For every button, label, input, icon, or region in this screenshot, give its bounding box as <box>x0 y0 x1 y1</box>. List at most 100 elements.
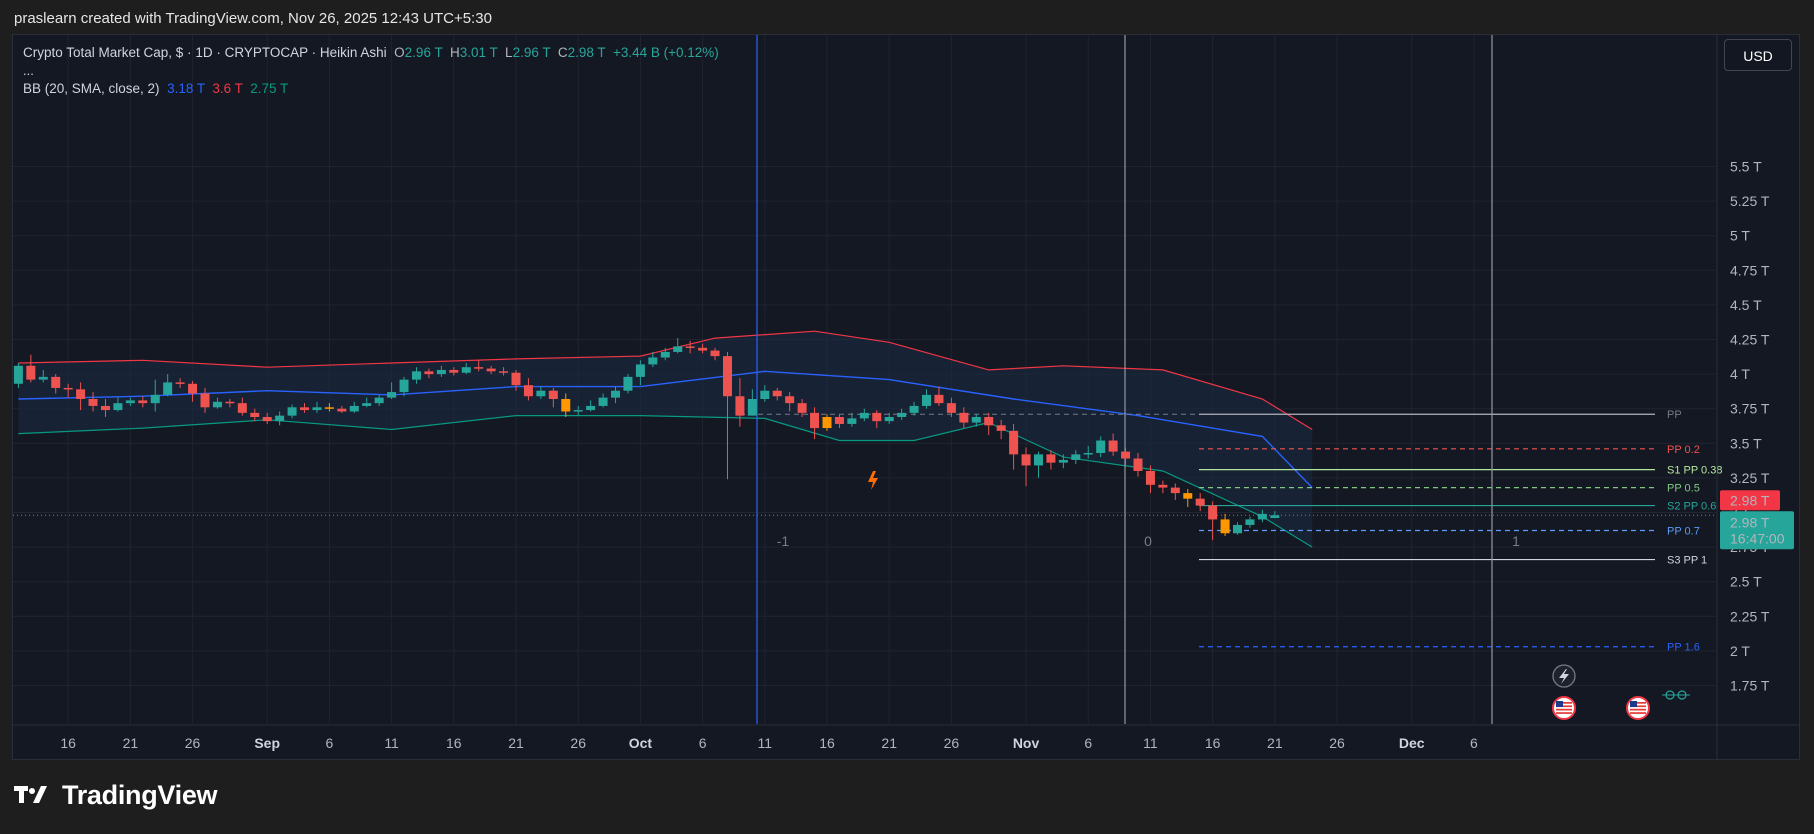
candle[interactable] <box>1121 447 1131 466</box>
candle[interactable] <box>362 397 372 408</box>
candle[interactable] <box>623 374 633 394</box>
candle[interactable] <box>959 407 969 429</box>
bb-basis-line[interactable] <box>18 370 1313 489</box>
candle[interactable] <box>1021 447 1031 487</box>
candle[interactable] <box>374 394 384 406</box>
candle[interactable] <box>225 399 235 408</box>
candle[interactable] <box>710 347 720 361</box>
candle[interactable] <box>13 363 23 388</box>
candle[interactable] <box>411 367 421 384</box>
candle[interactable] <box>349 401 359 413</box>
candle[interactable] <box>1220 513 1230 537</box>
legend-more-button[interactable]: ... <box>23 63 34 78</box>
candle[interactable] <box>971 414 981 427</box>
candle[interactable] <box>486 365 496 375</box>
candle[interactable] <box>872 410 882 429</box>
legend-main-row[interactable]: Crypto Total Market Cap, $ · 1D · CRYPTO… <box>23 44 719 62</box>
candle[interactable] <box>573 405 583 416</box>
candle[interactable] <box>511 369 521 391</box>
candle[interactable] <box>138 396 148 408</box>
legend-bb-row[interactable]: BB (20, SMA, close, 2) 3.18 T 3.6 T 2.75… <box>23 80 719 98</box>
candle[interactable] <box>984 412 994 435</box>
candle[interactable] <box>735 378 745 427</box>
candle[interactable] <box>287 404 297 419</box>
candle[interactable] <box>449 367 459 376</box>
candle[interactable] <box>163 374 173 397</box>
us-flag-icon[interactable] <box>1626 696 1650 720</box>
candle[interactable] <box>797 399 807 418</box>
candle[interactable] <box>722 351 732 480</box>
candle[interactable] <box>461 363 471 375</box>
lightning-icon[interactable] <box>868 471 878 490</box>
candle[interactable] <box>387 382 397 400</box>
candle[interactable] <box>324 403 334 412</box>
candle[interactable] <box>1108 433 1118 456</box>
candle[interactable] <box>772 387 782 401</box>
candle[interactable] <box>847 412 857 427</box>
currency-button[interactable]: USD <box>1724 39 1792 71</box>
candle[interactable] <box>100 399 110 418</box>
candle[interactable] <box>747 389 757 416</box>
candle[interactable] <box>237 397 247 416</box>
candle[interactable] <box>250 408 260 422</box>
candle[interactable] <box>26 354 36 383</box>
candle[interactable] <box>1158 480 1168 494</box>
candle[interactable] <box>76 382 86 411</box>
candle[interactable] <box>337 405 347 413</box>
candle[interactable] <box>536 386 546 400</box>
candle[interactable] <box>262 412 272 424</box>
candle[interactable] <box>548 387 558 408</box>
candle[interactable] <box>698 343 708 354</box>
candle[interactable] <box>125 397 135 406</box>
candle[interactable] <box>909 401 919 416</box>
candle[interactable] <box>1195 493 1205 512</box>
candle[interactable] <box>673 338 683 354</box>
candle[interactable] <box>312 401 322 413</box>
candle[interactable] <box>946 397 956 418</box>
candle[interactable] <box>1183 488 1193 507</box>
candle[interactable] <box>561 393 571 418</box>
candle[interactable] <box>884 412 894 424</box>
candle[interactable] <box>200 387 210 413</box>
candle[interactable] <box>38 369 48 383</box>
lightning-icon[interactable] <box>1552 664 1576 688</box>
candle[interactable] <box>1270 511 1280 519</box>
candle[interactable] <box>1058 454 1068 469</box>
candle[interactable] <box>760 385 770 402</box>
candle[interactable] <box>399 376 409 397</box>
candle[interactable] <box>499 367 509 376</box>
candle[interactable] <box>1145 465 1155 494</box>
candle[interactable] <box>810 407 820 440</box>
candle[interactable] <box>1033 451 1043 478</box>
candle[interactable] <box>175 378 185 388</box>
candle[interactable] <box>300 403 310 413</box>
bb-upper-line[interactable] <box>18 330 1313 431</box>
candle[interactable] <box>1233 522 1243 535</box>
candle[interactable] <box>996 419 1006 440</box>
candle[interactable] <box>88 392 98 412</box>
bb-lower-line[interactable] <box>18 415 1313 548</box>
candle[interactable] <box>436 365 446 377</box>
candle[interactable] <box>834 414 844 429</box>
candle[interactable] <box>1133 452 1143 477</box>
candle[interactable] <box>635 360 645 386</box>
candle[interactable] <box>598 393 608 408</box>
candle[interactable] <box>1083 446 1093 459</box>
candle[interactable] <box>150 379 160 412</box>
candle[interactable] <box>424 368 434 379</box>
legend-symbol[interactable]: Crypto Total Market Cap, $ · 1D · CRYPTO… <box>23 45 387 60</box>
candle[interactable] <box>785 392 795 412</box>
us-flag-icon[interactable] <box>1552 696 1576 720</box>
candle[interactable] <box>1071 450 1081 465</box>
sun-icon[interactable] <box>1662 690 1690 700</box>
candle[interactable] <box>1257 509 1267 523</box>
candle[interactable] <box>51 374 61 394</box>
candle[interactable] <box>1009 423 1019 470</box>
candle[interactable] <box>685 340 695 354</box>
candle[interactable] <box>212 397 222 409</box>
candle[interactable] <box>586 400 596 412</box>
candle[interactable] <box>1096 436 1106 458</box>
candle[interactable] <box>523 378 533 401</box>
candle[interactable] <box>1245 516 1255 528</box>
